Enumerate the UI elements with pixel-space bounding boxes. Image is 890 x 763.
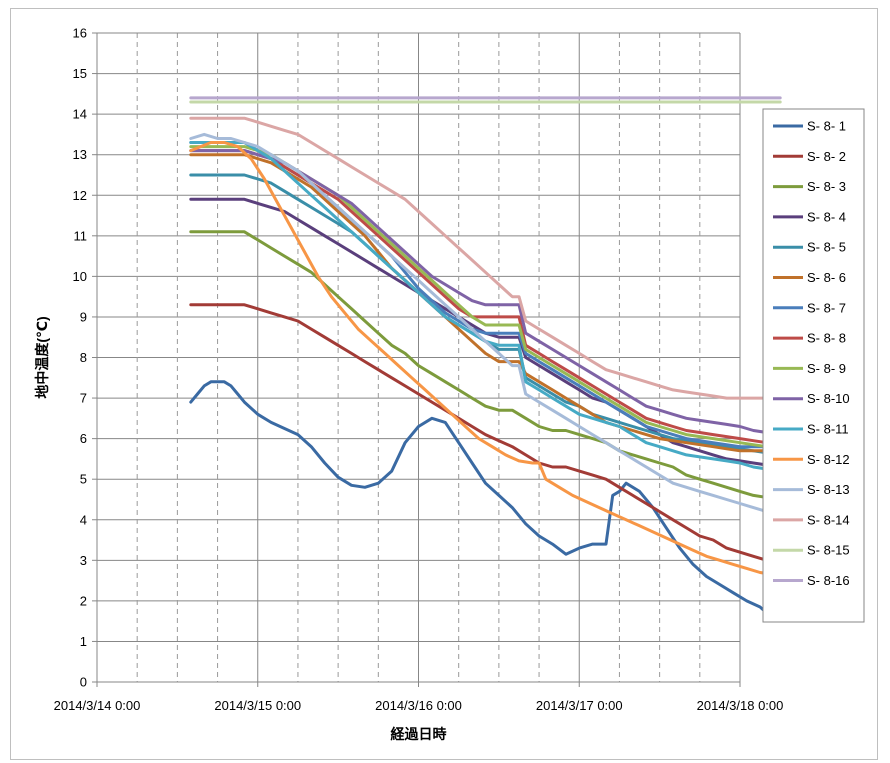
legend-label: S- 8-10 — [807, 391, 850, 406]
legend-label: S- 8-14 — [807, 512, 850, 527]
x-axis-title: 経過日時 — [391, 726, 447, 742]
x-tick-label: 2014/3/15 0:00 — [214, 698, 301, 713]
y-tick-label: 14 — [73, 107, 87, 122]
y-axis-title: 地中温度(℃) — [34, 316, 50, 398]
legend-label: S- 8- 6 — [807, 270, 846, 285]
x-tick-label: 2014/3/14 0:00 — [54, 698, 141, 713]
x-tick-label: 2014/3/17 0:00 — [536, 698, 623, 713]
y-tick-label: 11 — [74, 228, 88, 243]
legend-label: S- 8- 9 — [807, 361, 846, 376]
legend-label: S- 8- 8 — [807, 331, 846, 346]
series-group — [189, 96, 782, 615]
x-tick-labels: 2014/3/14 0:00 2014/3/15 0:00 2014/3/16 0:… — [54, 682, 784, 713]
legend-label: S- 8- 3 — [807, 179, 846, 194]
y-tick-label: 15 — [73, 66, 87, 81]
y-tick-label: 8 — [80, 350, 87, 365]
series-line-14 — [189, 116, 782, 400]
x-tick-label: 2014/3/18 0:00 — [697, 698, 784, 713]
series-line-6 — [189, 153, 782, 453]
series-line-13 — [189, 132, 782, 518]
y-tick-label: 9 — [80, 309, 87, 324]
y-tick-label: 2 — [80, 593, 87, 608]
y-tick-label: 10 — [73, 269, 87, 284]
series-line-12 — [189, 141, 782, 578]
y-tick-label: 3 — [80, 553, 87, 568]
grid-lines — [97, 32, 740, 683]
series-line-4 — [189, 197, 782, 469]
legend-label: S- 8- 5 — [807, 240, 846, 255]
y-tick-label: 12 — [73, 188, 87, 203]
y-tick-label: 6 — [80, 431, 87, 446]
legend-label: S- 8- 1 — [807, 119, 846, 134]
y-tick-label: 0 — [80, 675, 87, 690]
legend-label: S- 8-11 — [807, 422, 849, 437]
series-line-5 — [189, 173, 782, 457]
series-line-9 — [189, 145, 782, 449]
legend-label: S- 8- 4 — [807, 209, 846, 224]
legend-box — [762, 108, 865, 623]
series-line-2 — [189, 303, 782, 566]
legend-label: S- 8-16 — [807, 573, 850, 588]
series-line-11 — [189, 141, 782, 473]
y-tick-label: 5 — [80, 472, 87, 487]
chart-frame: 0 1 2 3 4 5 6 7 8 9 10 11 12 13 14 15 16 2014/3/14 0:00 2… — [10, 8, 878, 760]
legend-label: S- 8- 7 — [807, 300, 846, 315]
legend-label: S- 8-15 — [807, 543, 850, 558]
series-line-1 — [189, 380, 782, 615]
y-tick-label: 7 — [80, 391, 87, 406]
legend-label: S- 8- 2 — [807, 149, 846, 164]
legend-label: S- 8-12 — [807, 452, 850, 467]
x-tick-label: 2014/3/16 0:00 — [375, 698, 462, 713]
y-tick-label: 4 — [80, 512, 87, 527]
y-tick-label: 13 — [73, 147, 87, 162]
series-line-10 — [189, 149, 782, 437]
legend: S- 8- 1 S- 8- 2 S- 8- 3 S- 8- 4 S- 8- 5 S- 8-… — [762, 108, 865, 623]
y-tick-label: 16 — [73, 26, 87, 41]
legend-label: S- 8-13 — [807, 482, 850, 497]
y-tick-label: 1 — [80, 634, 87, 649]
series-line-8 — [189, 149, 782, 445]
